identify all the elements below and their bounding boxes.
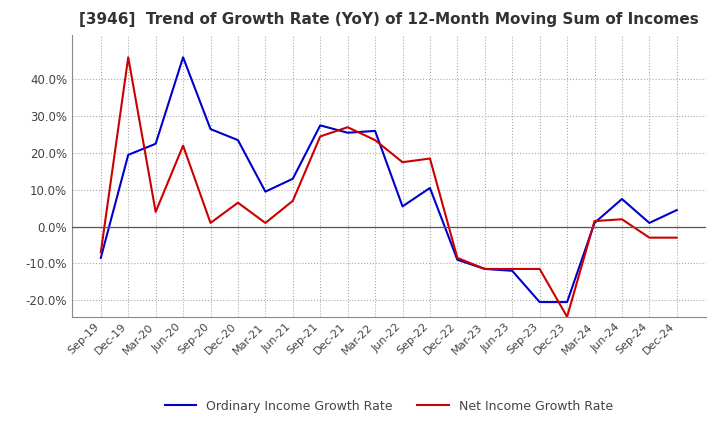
Ordinary Income Growth Rate xyxy=(563,300,572,305)
Ordinary Income Growth Rate xyxy=(151,141,160,147)
Ordinary Income Growth Rate xyxy=(590,220,599,226)
Ordinary Income Growth Rate xyxy=(343,130,352,136)
Ordinary Income Growth Rate xyxy=(508,268,516,273)
Ordinary Income Growth Rate xyxy=(453,257,462,262)
Net Income Growth Rate xyxy=(398,160,407,165)
Net Income Growth Rate xyxy=(536,266,544,271)
Net Income Growth Rate xyxy=(343,125,352,130)
Net Income Growth Rate xyxy=(233,200,242,205)
Net Income Growth Rate xyxy=(645,235,654,240)
Ordinary Income Growth Rate xyxy=(233,137,242,143)
Net Income Growth Rate xyxy=(618,216,626,222)
Net Income Growth Rate xyxy=(563,314,572,319)
Net Income Growth Rate xyxy=(179,143,187,148)
Net Income Growth Rate xyxy=(206,220,215,226)
Ordinary Income Growth Rate xyxy=(261,189,270,194)
Ordinary Income Growth Rate xyxy=(672,207,681,213)
Ordinary Income Growth Rate xyxy=(96,255,105,260)
Net Income Growth Rate xyxy=(316,134,325,139)
Ordinary Income Growth Rate xyxy=(426,185,434,191)
Net Income Growth Rate xyxy=(289,198,297,203)
Line: Ordinary Income Growth Rate: Ordinary Income Growth Rate xyxy=(101,57,677,302)
Net Income Growth Rate xyxy=(151,209,160,215)
Ordinary Income Growth Rate xyxy=(206,126,215,132)
Title: [3946]  Trend of Growth Rate (YoY) of 12-Month Moving Sum of Incomes: [3946] Trend of Growth Rate (YoY) of 12-… xyxy=(79,12,698,27)
Net Income Growth Rate xyxy=(426,156,434,161)
Net Income Growth Rate xyxy=(480,266,489,271)
Ordinary Income Growth Rate xyxy=(289,176,297,181)
Net Income Growth Rate xyxy=(508,266,516,271)
Ordinary Income Growth Rate xyxy=(398,204,407,209)
Line: Net Income Growth Rate: Net Income Growth Rate xyxy=(101,57,677,317)
Ordinary Income Growth Rate xyxy=(618,196,626,202)
Ordinary Income Growth Rate xyxy=(179,55,187,60)
Net Income Growth Rate xyxy=(672,235,681,240)
Ordinary Income Growth Rate xyxy=(371,128,379,134)
Ordinary Income Growth Rate xyxy=(480,266,489,271)
Ordinary Income Growth Rate xyxy=(124,152,132,158)
Net Income Growth Rate xyxy=(371,137,379,143)
Ordinary Income Growth Rate xyxy=(536,300,544,305)
Net Income Growth Rate xyxy=(124,55,132,60)
Net Income Growth Rate xyxy=(261,220,270,226)
Ordinary Income Growth Rate xyxy=(645,220,654,226)
Net Income Growth Rate xyxy=(590,218,599,224)
Net Income Growth Rate xyxy=(96,250,105,255)
Legend: Ordinary Income Growth Rate, Net Income Growth Rate: Ordinary Income Growth Rate, Net Income … xyxy=(160,395,618,418)
Ordinary Income Growth Rate xyxy=(316,123,325,128)
Net Income Growth Rate xyxy=(453,255,462,260)
